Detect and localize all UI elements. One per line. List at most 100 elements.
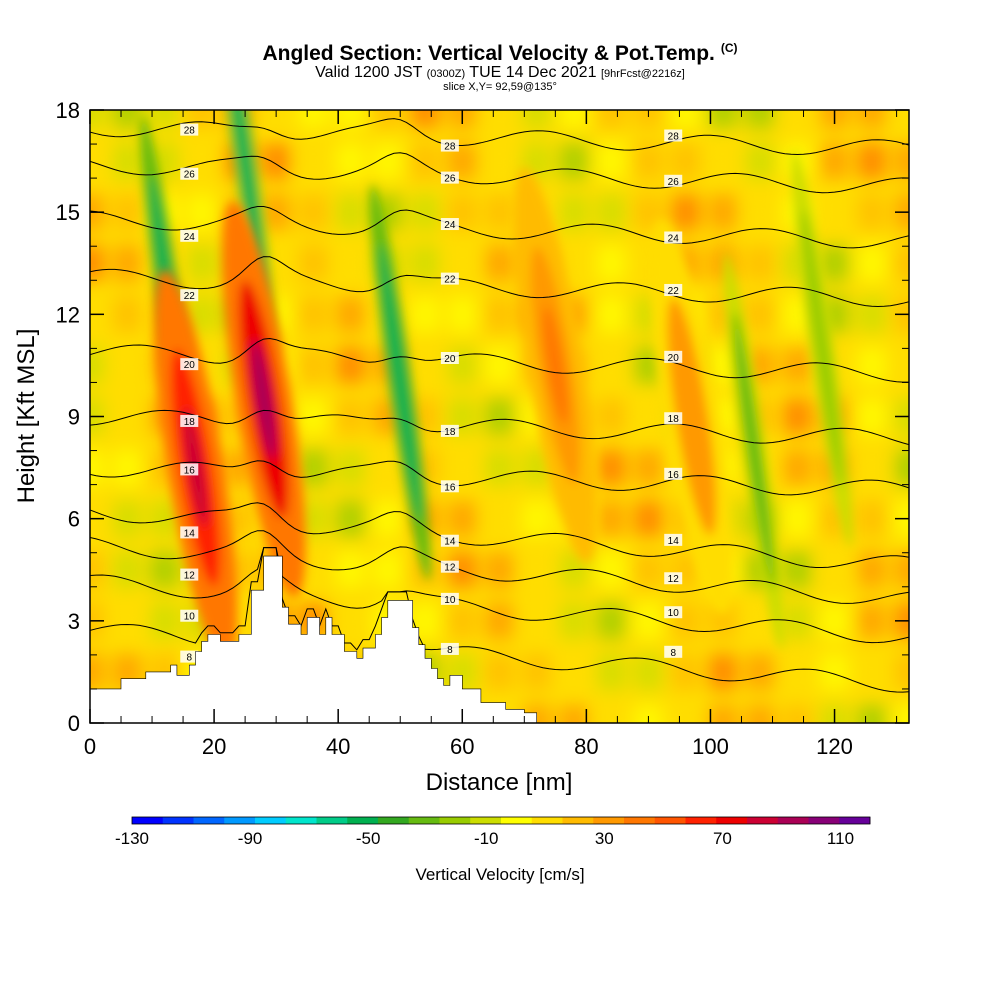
field-cell [783, 551, 812, 588]
isentrope-label-bg [664, 174, 683, 187]
field-cell [485, 602, 514, 639]
colorbar-tick-label: -50 [356, 829, 381, 848]
colorbar-swatch [224, 817, 256, 824]
field-cell [113, 296, 142, 333]
colorbar-title: Vertical Velocity [cm/s] [415, 865, 584, 884]
field-cell [373, 551, 402, 588]
isentrope-line [90, 118, 909, 156]
field-cell [113, 500, 142, 537]
field-cell [522, 110, 551, 128]
chart-subtitle: Valid 1200 JST (0300Z) TUE 14 Dec 2021 [… [0, 65, 1000, 81]
field-cell [90, 653, 104, 690]
colorbar-swatch [685, 817, 717, 824]
field-cell [485, 245, 514, 282]
field-cell [597, 500, 626, 537]
isentrope-layer: 8 8 8 10 10 10 12 12 12 14 14 14 16 16 16 18 18 18 20 20 20 2… [90, 118, 909, 693]
isentrope-label-bg [180, 526, 199, 539]
isentrope-label: 22 [444, 275, 456, 286]
isentrope-label: 18 [668, 414, 680, 425]
isentrope-line [90, 256, 909, 308]
colorbar-swatch [193, 817, 225, 824]
field-cell [522, 602, 551, 639]
y-tick-label: 9 [68, 405, 80, 430]
field-cell [597, 194, 626, 231]
x-tick-label: 60 [450, 734, 474, 759]
isentrope-label: 20 [184, 360, 196, 371]
field-cell [857, 551, 886, 588]
x-tick-label: 120 [816, 734, 853, 759]
field-cell [597, 245, 626, 282]
field-cell [336, 296, 365, 333]
isentrope-label-bg [664, 350, 683, 363]
colorbar-tick-label: 110 [827, 829, 854, 848]
field-cell [746, 705, 775, 723]
colorbar-swatch [255, 817, 287, 824]
colorbar-swatch [408, 817, 440, 824]
forecast-info: [9hrFcst@2216z] [600, 68, 685, 80]
field-cell [895, 143, 909, 180]
x-tick-label: 100 [692, 734, 729, 759]
field-cell [262, 194, 291, 231]
field-cell [895, 449, 909, 486]
isentrope-label-bg [180, 123, 199, 136]
field-cell [895, 245, 909, 282]
y-tick-label: 18 [56, 98, 80, 123]
field-cell [113, 245, 142, 282]
field-cell [597, 398, 626, 435]
field-cell [113, 602, 142, 639]
colorbar-tick-label: -90 [238, 829, 263, 848]
field-cell [820, 194, 849, 231]
field-cell [671, 110, 700, 128]
field-cell [820, 143, 849, 180]
isentrope-label-bg [180, 650, 199, 663]
isentrope-line [90, 502, 909, 568]
y-tick-label: 12 [56, 302, 80, 327]
field-cell [448, 602, 477, 639]
isentrope-label-bg [440, 560, 459, 573]
field-cell [336, 110, 365, 128]
field-cell [708, 110, 737, 128]
isentrope-label: 18 [184, 417, 196, 428]
field-cell [90, 143, 104, 180]
isentrope-line [90, 530, 909, 604]
colorbar-swatch [531, 817, 563, 824]
field-cell [113, 449, 142, 486]
isentrope-label: 26 [668, 177, 680, 188]
isentrope-label-bg [664, 129, 683, 142]
field-cell [522, 500, 551, 537]
field-cell [634, 705, 663, 723]
field-cell [113, 143, 142, 180]
downdraft-core [733, 311, 775, 590]
chart-title-block: Angled Section: Vertical Velocity & Pot.… [0, 36, 1000, 93]
field-cell [783, 653, 812, 690]
field-cell [336, 194, 365, 231]
field-cell [746, 653, 775, 690]
field-cell [522, 653, 551, 690]
colorbar-swatch [285, 817, 317, 824]
field-cell [336, 347, 365, 384]
isentrope-label-bg [440, 592, 459, 605]
field-cell [522, 551, 551, 588]
isentrope-label: 8 [447, 645, 453, 656]
isentrope-label: 24 [184, 232, 196, 243]
field-cell [411, 347, 440, 384]
field-cell [671, 653, 700, 690]
chart-title-corner: (C) [720, 41, 738, 55]
field-cell [90, 347, 104, 384]
isentrope-label: 28 [444, 142, 456, 153]
colorbar-swatch [777, 817, 809, 824]
field-cell [187, 245, 216, 282]
isentrope-label: 12 [444, 563, 456, 574]
field-cell [373, 449, 402, 486]
isentrope-label: 28 [184, 126, 196, 137]
x-tick-label: 80 [574, 734, 598, 759]
isentrope-label-bg [180, 414, 199, 427]
field-cell [411, 110, 440, 128]
colorbar: -130 -90 -50 -10 30 70 110 [115, 816, 871, 848]
colorbar-swatch [347, 817, 379, 824]
isentrope-label: 18 [444, 427, 456, 438]
field-cell [113, 551, 142, 588]
isentrope-label-bg [180, 289, 199, 302]
isentrope-label-bg [664, 412, 683, 425]
